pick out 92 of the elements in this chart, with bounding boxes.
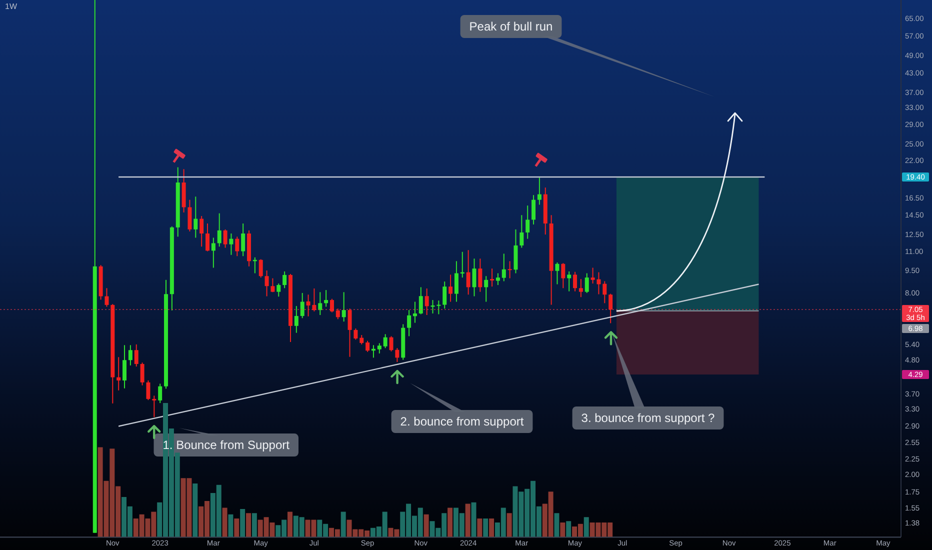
- candlestick: [424, 288, 429, 316]
- candlestick: [206, 223, 210, 252]
- candlestick: [472, 258, 476, 297]
- candlestick: [336, 308, 340, 320]
- candlestick: [330, 298, 334, 313]
- annotation: 3. bounce from support ?: [581, 411, 716, 425]
- candlestick: [555, 262, 560, 285]
- bar: [240, 508, 246, 537]
- candlestick: [229, 233, 234, 256]
- bar: [246, 512, 251, 537]
- chart-title: 1W: [5, 2, 18, 11]
- candlestick: [194, 196, 198, 238]
- candlestick: [532, 194, 536, 225]
- candlestick: [235, 236, 240, 257]
- candlestick: [490, 268, 494, 288]
- candlestick: [282, 270, 287, 289]
- annotation: Peak of bull run: [469, 20, 553, 34]
- bar: [252, 512, 257, 537]
- candlestick: [442, 281, 447, 310]
- candlestick: [573, 271, 578, 292]
- candlestick: [502, 253, 506, 282]
- candlestick: [200, 216, 204, 248]
- candlestick: [377, 342, 382, 354]
- bar: [228, 514, 234, 537]
- candlestick: [300, 292, 304, 319]
- candlestick: [324, 290, 328, 308]
- annotation: 2. bounce from support: [400, 414, 524, 428]
- candlestick: [276, 282, 281, 298]
- candlestick: [508, 260, 512, 279]
- candlestick: [152, 395, 156, 418]
- candlestick: [412, 301, 417, 324]
- bar: [483, 518, 488, 537]
- candlestick: [134, 344, 138, 368]
- bar: [234, 518, 240, 537]
- candlestick: [294, 306, 298, 334]
- candlestick: [454, 260, 458, 302]
- bar: [554, 512, 560, 537]
- candlestick: [484, 276, 488, 302]
- bar: [287, 511, 292, 537]
- candlestick: [366, 340, 370, 352]
- bar: [471, 502, 476, 537]
- candlestick: [188, 199, 192, 232]
- candlestick: [140, 362, 144, 386]
- candlestick: [383, 334, 388, 349]
- bar: [448, 507, 453, 537]
- candlestick: [128, 344, 132, 366]
- bar: [465, 503, 470, 537]
- candlestick: [466, 250, 470, 296]
- candlestick: [520, 214, 524, 248]
- candlestick: [211, 237, 216, 268]
- candlestick: [217, 212, 222, 248]
- bar: [192, 483, 198, 537]
- annotation: 1. Bounce from Support: [162, 438, 290, 452]
- candlestick: [241, 223, 246, 257]
- candlestick: [389, 336, 394, 352]
- candlestick: [561, 262, 566, 289]
- bar: [489, 518, 494, 537]
- candlestick: [223, 228, 228, 248]
- candlestick: [348, 308, 352, 358]
- candlestick: [318, 292, 322, 316]
- bar: [424, 514, 429, 537]
- candlestick: [116, 356, 121, 391]
- bar: [566, 520, 572, 537]
- candlestick: [122, 344, 127, 389]
- candlestick: [158, 383, 162, 404]
- candlestick: [418, 286, 423, 315]
- candlestick: [354, 328, 358, 340]
- candlestick: [395, 348, 400, 363]
- candlestick: [407, 310, 412, 337]
- candlestick: [567, 270, 572, 292]
- candlestick: [264, 270, 269, 297]
- candlestick: [448, 274, 453, 302]
- candlestick: [360, 334, 364, 345]
- candlestick: [258, 258, 263, 278]
- candlestick: [270, 278, 275, 293]
- candlestick: [526, 205, 530, 240]
- candlestick: [584, 272, 589, 294]
- bar: [340, 511, 346, 537]
- bar: [506, 512, 512, 537]
- candlestick: [608, 293, 613, 324]
- candlestick: [496, 272, 500, 286]
- bar: [477, 518, 482, 537]
- candlestick: [104, 288, 109, 308]
- candlestick: [478, 258, 482, 292]
- bar: [222, 507, 228, 537]
- bar: [560, 522, 566, 537]
- candlestick: [146, 380, 150, 401]
- bar: [584, 516, 589, 537]
- candlestick: [578, 278, 583, 298]
- candlestick: [602, 280, 607, 304]
- candlestick: [342, 292, 346, 322]
- candlestick: [537, 177, 542, 206]
